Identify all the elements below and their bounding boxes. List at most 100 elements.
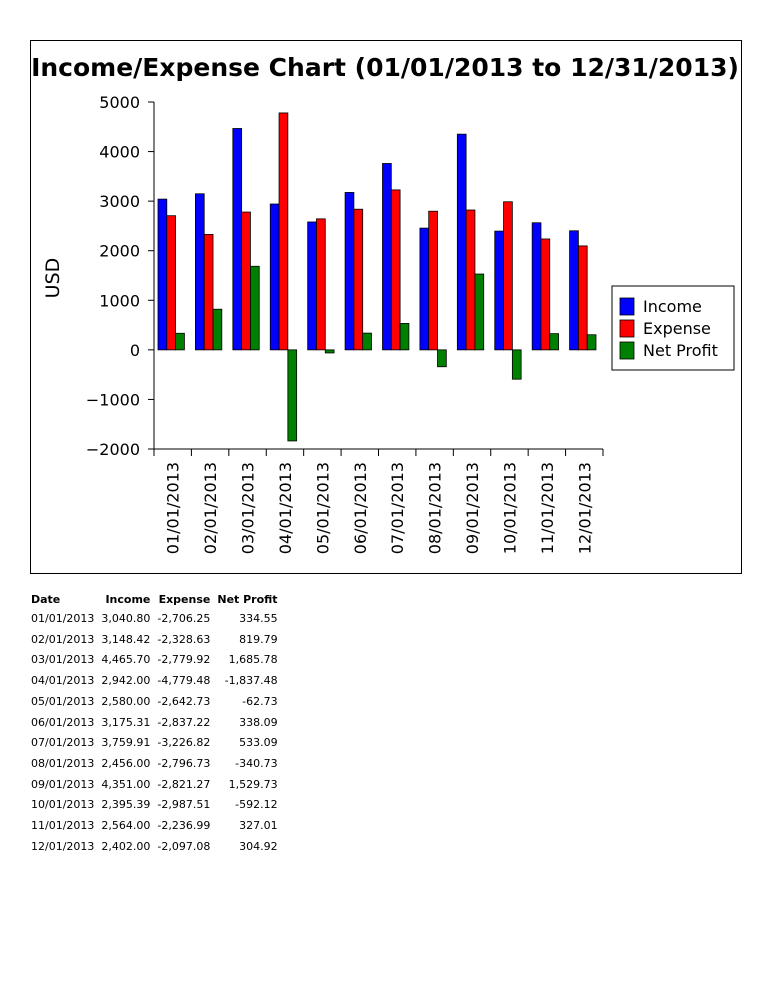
table-body: 01/01/2013 3,040.80 -2,706.25 334.55 02/01/2… (31, 609, 285, 857)
legend: Income Expense Net Profit (611, 285, 735, 371)
table-row: 07/01/2013 3,759.91 -3,226.82 533.09 (31, 733, 285, 754)
legend-net-profit-swatch (619, 341, 635, 360)
net-profit-bar (511, 349, 522, 380)
net-profit-bar (324, 349, 335, 354)
cell-date: 07/01/2013 (31, 736, 95, 750)
cell-income: 2,456.00 (101, 756, 151, 770)
cell-date: 08/01/2013 (31, 756, 95, 770)
cell-net-profit: 338.09 (239, 715, 278, 729)
net-profit-bar (474, 273, 485, 351)
cell-net-profit: -1,837.48 (224, 674, 278, 688)
legend-net-profit-label: Net Profit (643, 341, 718, 360)
cell-expense: -2,642.73 (157, 694, 211, 708)
cell-expense: -2,097.08 (157, 839, 211, 853)
net-profit-bar (362, 332, 372, 351)
x-tick-label: 11/01/2013 (538, 462, 557, 554)
cell-expense: -2,821.27 (157, 777, 211, 791)
table-row: 06/01/2013 3,175.31 -2,837.22 338.09 (31, 713, 285, 734)
net-profit-bar (586, 334, 597, 351)
cell-net-profit: 1,685.78 (228, 653, 278, 667)
expense-bar (316, 218, 326, 351)
cell-expense: -2,236.99 (157, 819, 211, 833)
y-tick-label: 3000 (99, 192, 140, 211)
data-table: Date Income Expense Net Profit 01/01/201… (31, 591, 285, 857)
y-axis-label: USD (42, 258, 64, 299)
expense-bar (428, 210, 438, 351)
cell-date: 09/01/2013 (31, 777, 95, 791)
cell-date: 05/01/2013 (31, 694, 95, 708)
income-bar (344, 192, 355, 351)
income-bar (232, 128, 243, 351)
legend-income-label: Income (643, 297, 702, 316)
table-row: 03/01/2013 4,465.70 -2,779.92 1,685.78 (31, 650, 285, 671)
cell-income: 3,148.42 (101, 632, 151, 646)
cell-expense: -2,796.73 (157, 756, 211, 770)
x-tick-label: 05/01/2013 (313, 462, 332, 554)
y-tick-label: 0 (130, 341, 140, 360)
cell-expense: -3,226.82 (157, 736, 211, 750)
x-tick-label: 04/01/2013 (276, 462, 295, 554)
x-tick-label: 02/01/2013 (201, 462, 220, 554)
x-tick-label: 03/01/2013 (239, 462, 258, 554)
y-tick-label: −2000 (86, 440, 140, 459)
income-bar (456, 133, 467, 351)
expense-bar (241, 211, 251, 351)
cell-income: 3,759.91 (101, 736, 151, 750)
x-tick-label: 12/01/2013 (575, 462, 594, 554)
cell-income: 2,564.00 (101, 819, 151, 833)
cell-net-profit: 533.09 (239, 736, 278, 750)
table-row: 01/01/2013 3,040.80 -2,706.25 334.55 (31, 609, 285, 630)
cell-net-profit: -340.73 (235, 756, 278, 770)
axes: 5000 4000 3000 2000 1000 0 −1000 −2000 01/01/201… (86, 93, 604, 554)
expense-bar (203, 234, 214, 351)
cell-date: 10/01/2013 (31, 798, 95, 812)
x-tick-label: 08/01/2013 (426, 462, 445, 554)
cell-expense: -2,837.22 (157, 715, 211, 729)
cell-date: 03/01/2013 (31, 653, 95, 667)
y-tick-label: 2000 (99, 242, 140, 261)
net-profit-bar (212, 308, 223, 351)
y-tick-label: 1000 (99, 291, 140, 310)
cell-income: 2,942.00 (101, 674, 151, 688)
cell-date: 11/01/2013 (31, 819, 95, 833)
header-expense: Expense (158, 593, 211, 606)
income-bar (494, 230, 504, 351)
income-bar (307, 221, 317, 351)
net-profit-bar (250, 265, 260, 351)
cell-income: 4,351.00 (101, 777, 151, 791)
table-row: 10/01/2013 2,395.39 -2,987.51 -592.12 (31, 795, 285, 816)
net-profit-bar (399, 323, 410, 351)
cell-date: 04/01/2013 (31, 674, 95, 688)
expense-bar (540, 238, 551, 351)
header-date: Date (31, 593, 61, 606)
header-net-profit: Net Profit (217, 593, 278, 606)
net-profit-bar (175, 332, 185, 351)
cell-income: 3,040.80 (101, 612, 151, 625)
table-row: 08/01/2013 2,456.00 -2,796.73 -340.73 (31, 754, 285, 775)
y-tick-label: 4000 (99, 143, 140, 162)
cell-net-profit: 304.92 (239, 839, 278, 853)
expense-bar (166, 215, 177, 351)
cell-date: 12/01/2013 (31, 839, 95, 853)
x-tick-label: 10/01/2013 (500, 462, 519, 554)
income-bar (157, 198, 168, 351)
cell-expense: -2,706.25 (157, 612, 211, 625)
cell-income: 4,465.70 (101, 653, 151, 667)
cell-net-profit: -592.12 (235, 798, 278, 812)
expense-bar (390, 189, 401, 351)
cell-income: 2,395.39 (101, 798, 151, 812)
cell-date: 01/01/2013 (31, 612, 95, 625)
table-row: 09/01/2013 4,351.00 -2,821.27 1,529.73 (31, 775, 285, 796)
cell-date: 02/01/2013 (31, 632, 95, 646)
x-tick-label: 01/01/2013 (164, 462, 183, 554)
income-bar (531, 222, 542, 351)
chart-frame: Income/Expense Chart (01/01/2013 to 12/3… (30, 40, 742, 574)
cell-expense: -2,328.63 (157, 632, 211, 646)
legend-income-swatch (619, 297, 635, 316)
legend-expense-swatch (619, 319, 635, 338)
cell-net-profit: 819.79 (239, 632, 278, 646)
income-bar (269, 203, 280, 351)
net-profit-bar (437, 349, 447, 368)
income-bar (195, 193, 205, 351)
income-bar (569, 230, 579, 351)
